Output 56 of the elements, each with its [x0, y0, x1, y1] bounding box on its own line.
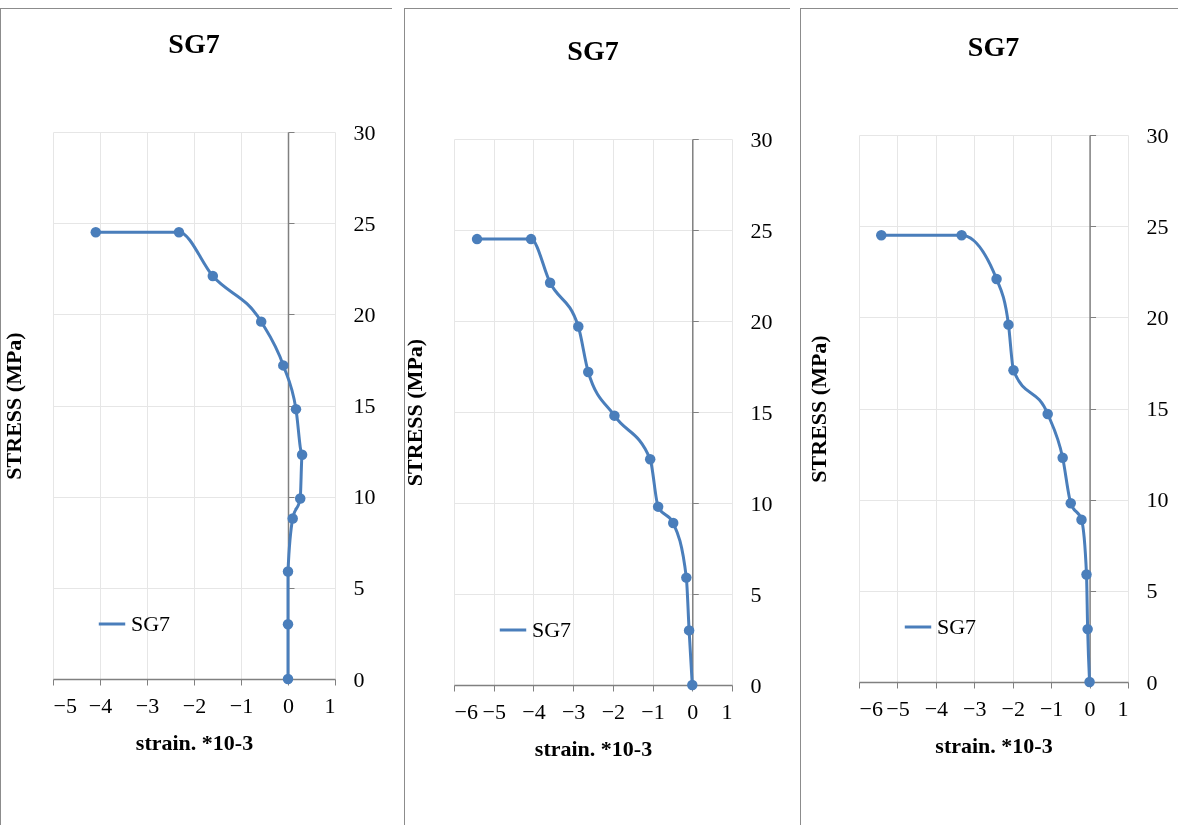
- legend-label: SG7: [131, 611, 171, 636]
- y-axis-title: STRESS (MPa): [806, 335, 832, 483]
- x-tick-label: 1: [324, 692, 336, 718]
- x-tick-label: 0: [687, 698, 699, 724]
- x-tick-label: −3: [561, 698, 586, 724]
- x-tick-label: −2: [601, 698, 626, 724]
- x-axis-title: strain. *10-3: [534, 735, 653, 761]
- y-tick-label: 0: [750, 672, 762, 698]
- y-tick-label: 25: [1146, 213, 1169, 239]
- y-tick-label: 30: [353, 119, 376, 145]
- y-tick-label: 15: [1146, 396, 1169, 421]
- x-tick-label: −6: [454, 698, 478, 724]
- x-tick-label: −1: [641, 698, 665, 724]
- y-axis-title: STRESS (MPa): [401, 338, 427, 487]
- x-tick-label: 0: [283, 692, 294, 718]
- x-tick-label: −6: [859, 695, 883, 721]
- y-tick-label: 15: [353, 393, 376, 418]
- x-tick-label: −1: [1039, 695, 1064, 721]
- x-tick-label: −5: [886, 695, 910, 721]
- y-tick-label: 20: [750, 308, 773, 334]
- y-tick-label: 10: [750, 490, 773, 516]
- y-tick-label: 20: [1146, 304, 1169, 330]
- y-tick-label: 0: [353, 666, 365, 692]
- y-tick-label: 20: [353, 301, 376, 327]
- x-tick-label: 1: [1117, 695, 1129, 721]
- x-tick-label: −3: [963, 695, 987, 721]
- y-tick-label: 10: [353, 484, 376, 510]
- x-axis-title: strain. *10-3: [935, 732, 1053, 758]
- y-tick-label: 10: [1146, 487, 1169, 513]
- legend-label: SG7: [937, 614, 977, 639]
- y-tick-label: 30: [1146, 122, 1169, 148]
- x-tick-label: −3: [135, 692, 160, 718]
- y-axis-title: STRESS (MPa): [0, 332, 26, 480]
- chart-title: SG7: [567, 35, 619, 66]
- chart-title: SG7: [967, 31, 1020, 62]
- y-tick-label: 25: [353, 210, 376, 236]
- y-tick-label: 25: [750, 217, 773, 243]
- chart-title: SG7: [168, 28, 220, 59]
- y-tick-label: 5: [750, 581, 762, 607]
- legend-label: SG7: [532, 617, 572, 642]
- x-tick-label: −4: [522, 698, 546, 724]
- x-tick-label: 1: [721, 698, 733, 724]
- x-tick-label: 0: [1084, 695, 1096, 721]
- x-tick-label: −1: [229, 692, 254, 718]
- y-tick-label: 5: [353, 575, 365, 601]
- x-tick-label: −4: [924, 695, 949, 721]
- x-tick-label: −4: [88, 692, 113, 718]
- x-tick-label: −2: [182, 692, 207, 718]
- x-tick-label: −2: [1001, 695, 1025, 721]
- y-tick-label: 15: [750, 399, 773, 425]
- y-tick-label: 0: [1146, 669, 1158, 695]
- x-tick-label: −5: [53, 692, 77, 718]
- x-tick-label: −5: [482, 698, 506, 724]
- y-tick-label: 30: [750, 126, 773, 152]
- x-axis-title: strain. *10-3: [135, 729, 254, 755]
- y-tick-label: 5: [1146, 578, 1158, 604]
